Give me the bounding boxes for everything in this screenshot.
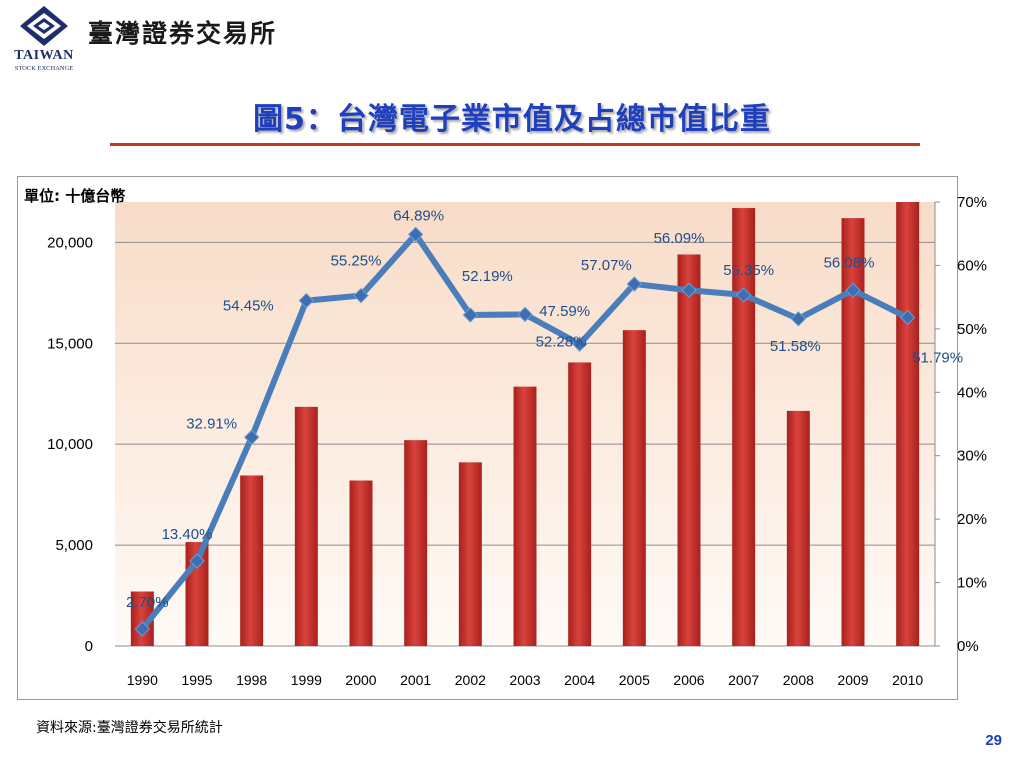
x-tick-label: 1995 <box>181 672 212 688</box>
data-label: 56.09% <box>654 230 705 247</box>
y-right-tick-label: 20% <box>957 511 987 528</box>
bar <box>677 254 701 647</box>
logo-subtext: STOCK EXCHANGE <box>14 65 74 72</box>
y-left-tick-label: 0 <box>85 638 93 655</box>
data-label: 13.40% <box>162 526 213 543</box>
y-left-tick-label: 20,000 <box>47 234 93 251</box>
bar <box>349 480 373 646</box>
data-label: 47.59% <box>539 303 590 320</box>
series-marker <box>571 336 588 352</box>
bar <box>622 330 646 646</box>
data-label: 55.35% <box>723 262 774 279</box>
y-left-tick-label: 5,000 <box>55 537 93 554</box>
x-tick-label: 1999 <box>291 672 322 688</box>
x-tick-label: 2009 <box>837 672 868 688</box>
x-tick-label: 2002 <box>455 672 486 688</box>
series-marker <box>681 282 697 298</box>
unit-label: 單位: 十億台幣 <box>24 187 126 205</box>
series-marker <box>298 292 315 309</box>
y-right-tick-label: 0% <box>957 638 979 655</box>
source-note: 資料來源:臺灣證券交易所統計 <box>36 720 223 736</box>
title-divider <box>110 143 920 146</box>
series-marker <box>899 309 916 326</box>
y-right-tick-label: 50% <box>957 321 987 338</box>
x-tick-label: 2005 <box>619 672 650 688</box>
bar <box>294 406 318 646</box>
series-marker <box>407 226 424 243</box>
bar <box>568 362 592 646</box>
series-marker <box>189 553 205 569</box>
y-right-tick-label: 30% <box>957 448 987 465</box>
bar <box>841 218 865 647</box>
bar <box>240 475 264 646</box>
bar <box>130 591 154 646</box>
slide-title: 圖5：台灣電子業市值及占總市值比重 <box>253 102 771 137</box>
logo: TAIWAN STOCK EXCHANGE <box>4 4 84 76</box>
logo-text: TAIWAN <box>14 48 74 63</box>
bar <box>404 440 428 646</box>
y-right-tick-label: 60% <box>957 257 987 274</box>
bar <box>513 386 537 646</box>
data-label: 51.79% <box>912 350 963 367</box>
x-tick-label: 2010 <box>892 672 923 688</box>
y-left-tick-label: 10,000 <box>47 436 93 453</box>
x-tick-label: 2000 <box>345 672 376 688</box>
series-marker <box>790 311 807 327</box>
data-label: 55.25% <box>331 253 382 270</box>
x-tick-label: 2008 <box>783 672 814 688</box>
x-tick-label: 2007 <box>728 672 759 688</box>
bar <box>786 410 810 646</box>
series-marker <box>134 621 151 637</box>
data-label: 64.89% <box>393 207 444 224</box>
data-label: 51.58% <box>770 338 821 355</box>
data-label: 57.07% <box>581 257 632 274</box>
x-tick-label: 1998 <box>236 672 267 688</box>
data-label: 32.91% <box>186 415 237 432</box>
series-marker <box>517 306 533 323</box>
x-tick-label: 2003 <box>509 672 540 688</box>
bar <box>896 202 920 646</box>
series-marker <box>462 307 479 323</box>
series-marker <box>243 429 260 445</box>
bar <box>732 208 756 646</box>
y-right-tick-label: 10% <box>957 575 987 592</box>
data-label: 56.08% <box>824 254 875 271</box>
series-marker <box>626 276 643 292</box>
page-number: 29 <box>985 732 1002 749</box>
data-label: 54.45% <box>223 298 274 315</box>
data-label: 2.70% <box>126 594 169 611</box>
series-marker <box>353 287 369 304</box>
x-tick-label: 2001 <box>400 672 431 688</box>
x-tick-label: 2004 <box>564 672 595 688</box>
y-right-tick-label: 40% <box>957 384 987 401</box>
data-label: 52.28% <box>536 333 587 350</box>
data-label: 52.19% <box>462 268 513 285</box>
y-left-tick-label: 15,000 <box>47 335 93 352</box>
x-tick-label: 1990 <box>127 672 158 688</box>
x-tick-label: 2006 <box>673 672 704 688</box>
series-marker <box>845 282 861 298</box>
logo-emblem-icon <box>20 6 68 46</box>
series-marker <box>735 287 752 303</box>
org-name: 臺灣證券交易所 <box>88 19 278 48</box>
bar <box>458 462 482 646</box>
chart-frame <box>17 176 958 700</box>
y-right-tick-label: 70% <box>957 194 987 211</box>
